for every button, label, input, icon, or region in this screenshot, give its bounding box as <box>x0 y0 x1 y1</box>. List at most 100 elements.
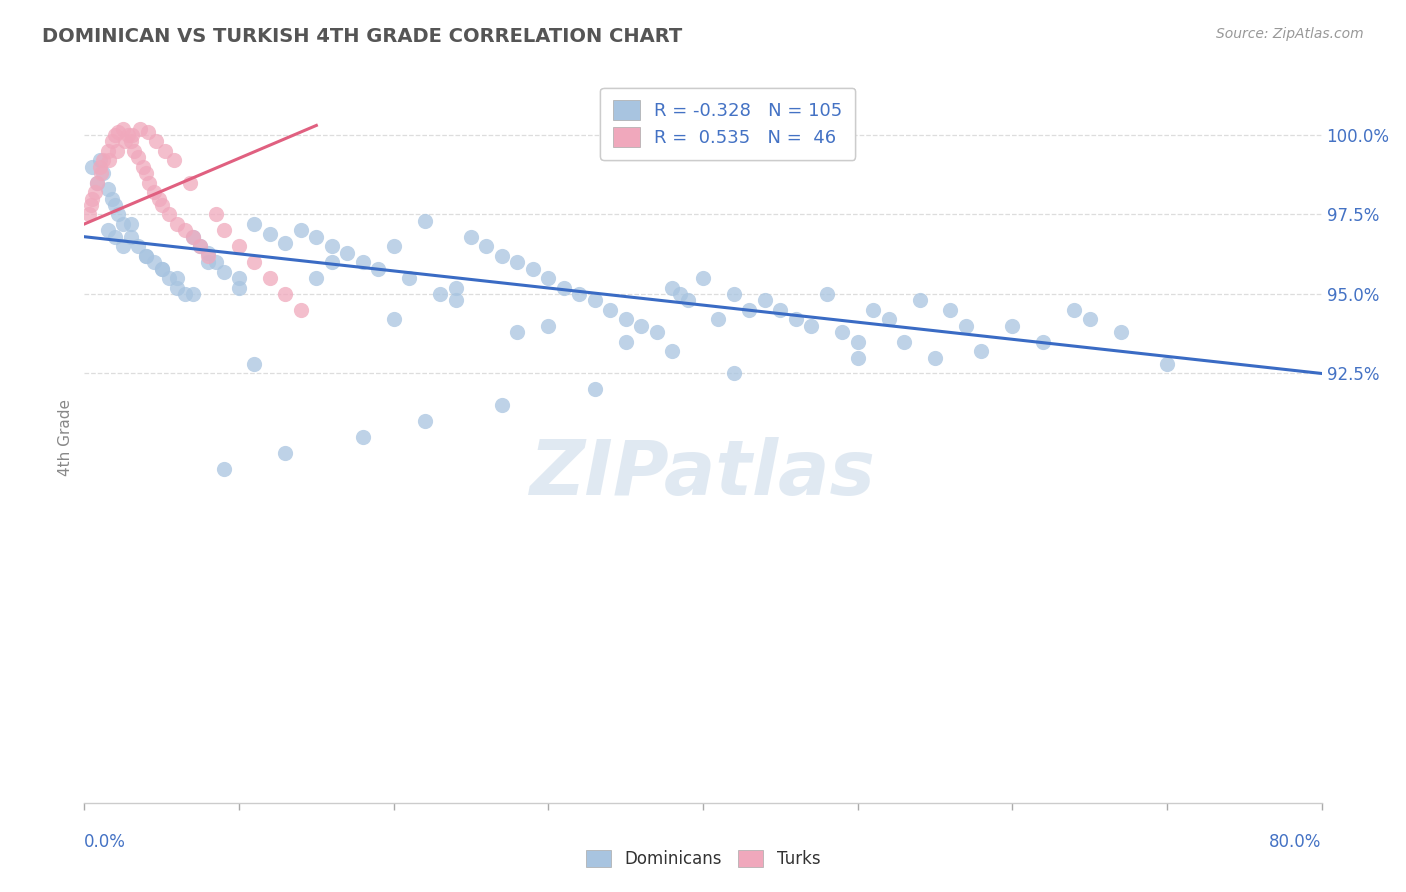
Point <box>568 287 591 301</box>
Point <box>150 261 173 276</box>
Point <box>352 255 374 269</box>
Point <box>179 176 201 190</box>
Point <box>1032 334 1054 349</box>
Point <box>1001 318 1024 333</box>
Point <box>382 312 405 326</box>
Point <box>112 217 135 231</box>
Point <box>101 134 124 148</box>
Point <box>692 271 714 285</box>
Point <box>228 239 250 253</box>
Point <box>769 302 792 317</box>
Point <box>135 249 157 263</box>
Point <box>197 245 219 260</box>
Point <box>174 223 197 237</box>
Point <box>120 134 142 148</box>
Point <box>754 293 776 308</box>
Point <box>127 239 149 253</box>
Text: Source: ZipAtlas.com: Source: ZipAtlas.com <box>1216 27 1364 41</box>
Point <box>228 280 250 294</box>
Point <box>413 414 436 428</box>
Point <box>86 176 108 190</box>
Point <box>553 280 575 294</box>
Point <box>197 255 219 269</box>
Point <box>630 318 652 333</box>
Point <box>96 223 118 237</box>
Point <box>614 312 637 326</box>
Point <box>86 176 108 190</box>
Point <box>460 229 482 244</box>
Point <box>129 121 152 136</box>
Point <box>444 280 467 294</box>
Y-axis label: 4th Grade: 4th Grade <box>58 399 73 475</box>
Point <box>491 249 513 263</box>
Point <box>583 293 606 308</box>
Point <box>274 287 297 301</box>
Point <box>243 217 266 231</box>
Point <box>707 312 730 326</box>
Point <box>522 261 544 276</box>
Point <box>846 334 869 349</box>
Point <box>89 153 111 168</box>
Point <box>661 280 683 294</box>
Point <box>893 334 915 349</box>
Point <box>429 287 451 301</box>
Point <box>924 351 946 365</box>
Point <box>107 207 129 221</box>
Point <box>305 271 328 285</box>
Point <box>181 229 204 244</box>
Point <box>336 245 359 260</box>
Point <box>367 261 389 276</box>
Point <box>104 229 127 244</box>
Legend: Dominicans, Turks: Dominicans, Turks <box>579 843 827 875</box>
Point <box>105 144 128 158</box>
Point <box>259 271 281 285</box>
Point <box>166 217 188 231</box>
Point <box>159 271 180 285</box>
Point <box>1078 312 1101 326</box>
Point <box>212 223 235 237</box>
Point <box>290 302 312 317</box>
Point <box>321 239 343 253</box>
Point <box>669 287 692 301</box>
Point <box>138 176 160 190</box>
Point <box>305 229 328 244</box>
Point <box>104 198 127 212</box>
Point <box>153 144 176 158</box>
Point <box>150 198 173 212</box>
Text: ZIPatlas: ZIPatlas <box>530 437 876 510</box>
Point <box>321 255 343 269</box>
Point <box>136 125 159 139</box>
Point <box>1063 302 1085 317</box>
Point <box>112 239 135 253</box>
Point <box>599 302 621 317</box>
Point <box>831 325 853 339</box>
Point <box>135 166 157 180</box>
Point <box>491 398 513 412</box>
Point <box>862 302 884 317</box>
Point <box>212 265 235 279</box>
Text: 0.0%: 0.0% <box>84 833 127 851</box>
Point <box>908 293 931 308</box>
Point <box>82 192 104 206</box>
Point <box>274 236 297 251</box>
Point <box>205 255 228 269</box>
Point <box>132 160 155 174</box>
Point <box>661 344 683 359</box>
Point <box>150 261 173 276</box>
Point <box>877 312 900 326</box>
Point <box>506 255 529 269</box>
Point <box>90 166 112 180</box>
Point <box>259 227 281 241</box>
Point <box>127 150 149 164</box>
Point <box>197 249 219 263</box>
Legend: R = -0.328   N = 105, R =  0.535   N =  46: R = -0.328 N = 105, R = 0.535 N = 46 <box>600 87 855 160</box>
Point <box>537 271 560 285</box>
Point <box>444 293 467 308</box>
Point <box>82 160 104 174</box>
Point <box>228 271 250 285</box>
Point <box>785 312 807 326</box>
Point <box>537 318 560 333</box>
Point <box>614 334 637 349</box>
Point <box>243 357 266 371</box>
Point <box>148 192 170 206</box>
